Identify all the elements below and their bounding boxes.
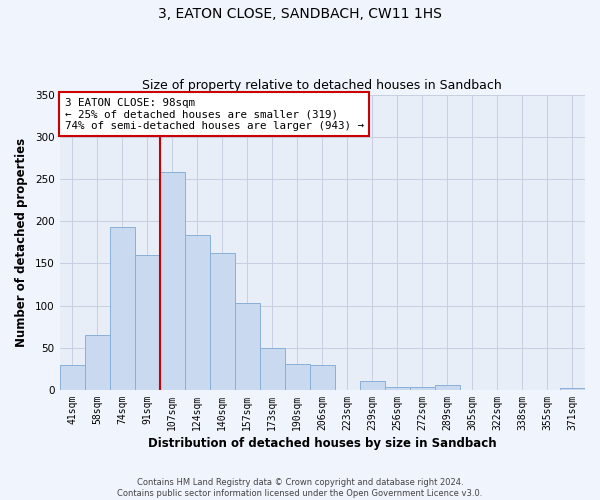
X-axis label: Distribution of detached houses by size in Sandbach: Distribution of detached houses by size … bbox=[148, 437, 497, 450]
Bar bbox=[435, 385, 460, 390]
Text: 3 EATON CLOSE: 98sqm
← 25% of detached houses are smaller (319)
74% of semi-deta: 3 EATON CLOSE: 98sqm ← 25% of detached h… bbox=[65, 98, 364, 130]
Bar bbox=[110, 227, 134, 390]
Bar bbox=[385, 388, 410, 390]
Bar bbox=[160, 172, 185, 390]
Bar bbox=[260, 348, 285, 390]
Bar bbox=[310, 364, 335, 390]
Bar bbox=[560, 388, 585, 390]
Bar bbox=[410, 388, 435, 390]
Title: Size of property relative to detached houses in Sandbach: Size of property relative to detached ho… bbox=[142, 79, 502, 92]
Bar bbox=[85, 335, 110, 390]
Text: Contains HM Land Registry data © Crown copyright and database right 2024.
Contai: Contains HM Land Registry data © Crown c… bbox=[118, 478, 482, 498]
Bar bbox=[360, 380, 385, 390]
Bar bbox=[235, 303, 260, 390]
Bar bbox=[209, 253, 235, 390]
Bar bbox=[285, 364, 310, 390]
Bar bbox=[185, 234, 209, 390]
Text: 3, EATON CLOSE, SANDBACH, CW11 1HS: 3, EATON CLOSE, SANDBACH, CW11 1HS bbox=[158, 8, 442, 22]
Y-axis label: Number of detached properties: Number of detached properties bbox=[15, 138, 28, 347]
Bar bbox=[134, 255, 160, 390]
Bar bbox=[59, 364, 85, 390]
